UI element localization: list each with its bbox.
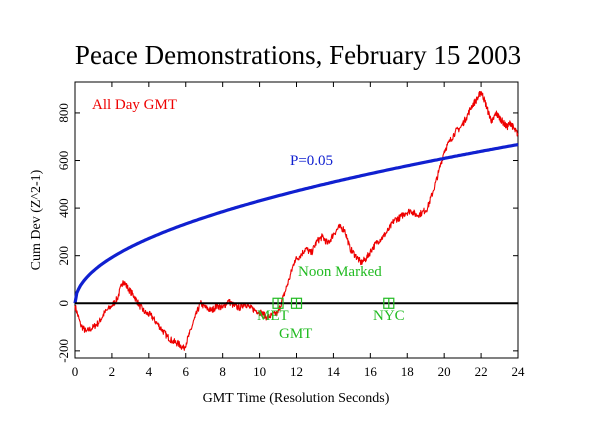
noon-marker-nyc <box>383 297 395 309</box>
p05-envelope-line <box>73 143 519 304</box>
cumdev-series-line <box>74 90 519 351</box>
y-tick-label: 0 <box>56 300 71 307</box>
x-tick-label: 14 <box>327 364 341 379</box>
x-tick-label: 16 <box>364 364 378 379</box>
plot-frame <box>74 81 519 359</box>
gmt-label: GMT <box>279 326 312 342</box>
x-tick-label: 20 <box>438 364 451 379</box>
nyc-label: NYC <box>373 308 405 324</box>
x-tick-label: 0 <box>72 364 79 379</box>
y-tick-label: 200 <box>56 246 71 265</box>
noon-marker-gmt <box>290 297 303 309</box>
x-tick-label: 8 <box>219 364 226 379</box>
x-tick-label: 24 <box>512 364 526 379</box>
x-tick-label: 4 <box>146 364 153 379</box>
series-label: All Day GMT <box>92 97 177 113</box>
noon-marker-met <box>272 297 284 309</box>
noon-markers <box>272 297 395 309</box>
chart-title: Peace Demonstrations, February 15 2003 <box>75 40 521 70</box>
x-tick-label: 10 <box>253 364 266 379</box>
series-layer <box>73 90 519 351</box>
y-tick-label: 400 <box>56 198 71 218</box>
y-tick-label: -200 <box>56 339 71 363</box>
y-axis-label: Cum Dev (Z^2-1) <box>29 169 44 270</box>
p-value-label: P=0.05 <box>290 153 333 169</box>
y-tick-label: 600 <box>56 151 71 171</box>
x-tick-label: 6 <box>183 364 190 379</box>
x-axis-label: GMT Time (Resolution Seconds) <box>203 391 390 406</box>
x-tick-label: 22 <box>475 364 488 379</box>
y-tick-label: 800 <box>56 103 71 123</box>
noon-marked-label: Noon Marked <box>298 264 382 280</box>
met-label: MET <box>257 308 289 324</box>
x-tick-label: 12 <box>290 364 303 379</box>
x-tick-label: 18 <box>401 364 414 379</box>
x-tick-label: 2 <box>109 364 116 379</box>
